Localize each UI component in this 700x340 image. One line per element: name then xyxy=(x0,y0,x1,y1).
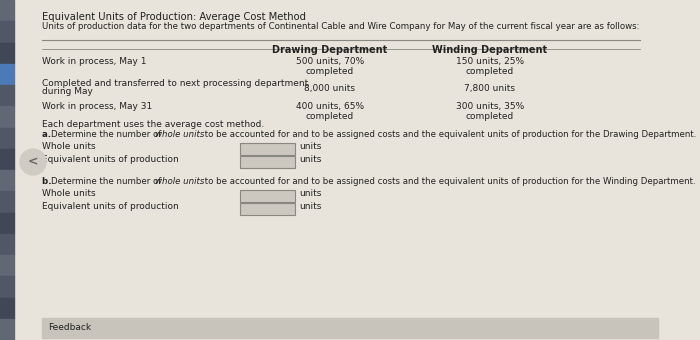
Bar xyxy=(0,191,14,212)
Text: whole units: whole units xyxy=(155,177,204,186)
Bar xyxy=(42,318,658,338)
Text: Equivalent units of production: Equivalent units of production xyxy=(42,202,178,211)
Text: units: units xyxy=(299,189,321,198)
Bar xyxy=(0,149,14,170)
Bar xyxy=(0,234,14,255)
FancyBboxPatch shape xyxy=(240,156,295,168)
Bar xyxy=(0,106,14,128)
Text: Work in process, May 1: Work in process, May 1 xyxy=(42,57,146,66)
Text: during May: during May xyxy=(42,87,93,96)
Text: to be accounted for and to be assigned costs and the equivalent units of product: to be accounted for and to be assigned c… xyxy=(202,177,696,186)
FancyBboxPatch shape xyxy=(240,203,295,215)
Text: units: units xyxy=(299,142,321,151)
Text: Drawing Department: Drawing Department xyxy=(272,45,388,55)
Text: whole units: whole units xyxy=(155,130,204,139)
Bar xyxy=(0,0,14,21)
Text: units: units xyxy=(299,202,321,211)
Text: Equivalent units of production: Equivalent units of production xyxy=(42,155,178,164)
Text: Determine the number of: Determine the number of xyxy=(51,130,164,139)
Text: a.: a. xyxy=(42,130,54,139)
Text: Winding Department: Winding Department xyxy=(433,45,547,55)
Text: Completed and transferred to next processing department: Completed and transferred to next proces… xyxy=(42,79,308,88)
Text: <: < xyxy=(28,155,38,169)
FancyBboxPatch shape xyxy=(240,143,295,155)
Text: b.: b. xyxy=(42,177,55,186)
Bar xyxy=(0,298,14,319)
Text: Whole units: Whole units xyxy=(42,189,96,198)
Text: Whole units: Whole units xyxy=(42,142,96,151)
Text: Feedback: Feedback xyxy=(48,323,91,333)
Text: to be accounted for and to be assigned costs and the equivalent units of product: to be accounted for and to be assigned c… xyxy=(202,130,696,139)
Text: 300 units, 35%
completed: 300 units, 35% completed xyxy=(456,102,524,121)
Text: Determine the number of: Determine the number of xyxy=(51,177,164,186)
Text: 150 units, 25%
completed: 150 units, 25% completed xyxy=(456,57,524,76)
Bar xyxy=(0,85,14,106)
Bar xyxy=(0,64,14,85)
Circle shape xyxy=(20,149,46,175)
Text: Units of production data for the two departments of Continental Cable and Wire C: Units of production data for the two dep… xyxy=(42,22,640,31)
Bar xyxy=(0,42,14,64)
Text: 400 units, 65%
completed: 400 units, 65% completed xyxy=(296,102,364,121)
FancyBboxPatch shape xyxy=(240,190,295,202)
Bar xyxy=(0,255,14,276)
Bar xyxy=(0,170,14,191)
Text: 7,800 units: 7,800 units xyxy=(465,84,515,93)
Text: Work in process, May 31: Work in process, May 31 xyxy=(42,102,153,111)
Text: units: units xyxy=(299,155,321,164)
Bar xyxy=(0,21,14,42)
Text: 500 units, 70%
completed: 500 units, 70% completed xyxy=(296,57,364,76)
Bar xyxy=(0,128,14,149)
Bar xyxy=(0,319,14,340)
Bar xyxy=(0,212,14,234)
Text: Equivalent Units of Production: Average Cost Method: Equivalent Units of Production: Average … xyxy=(42,12,306,22)
Text: 8,000 units: 8,000 units xyxy=(304,84,356,93)
Text: Each department uses the average cost method.: Each department uses the average cost me… xyxy=(42,120,265,129)
Bar xyxy=(0,276,14,298)
